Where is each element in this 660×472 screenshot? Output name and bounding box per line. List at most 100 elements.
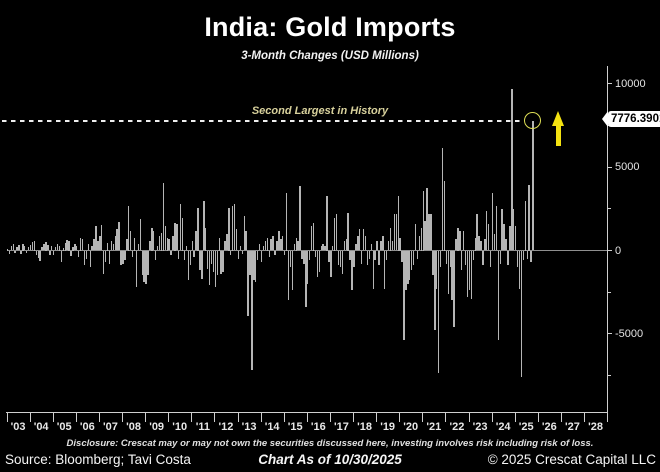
bar bbox=[162, 183, 165, 251]
bar bbox=[422, 191, 424, 251]
bar bbox=[24, 245, 26, 251]
bar bbox=[95, 226, 97, 251]
bar bbox=[81, 238, 84, 251]
bar bbox=[14, 250, 16, 253]
bar bbox=[160, 232, 163, 251]
bar bbox=[297, 240, 299, 251]
bar bbox=[518, 250, 521, 289]
bar bbox=[120, 250, 122, 266]
bar bbox=[272, 235, 274, 251]
bar bbox=[457, 227, 459, 251]
bar bbox=[235, 229, 238, 251]
bar bbox=[74, 244, 76, 251]
y-tick-label: 10000 bbox=[615, 77, 646, 90]
bar bbox=[243, 215, 245, 251]
bar bbox=[228, 207, 230, 251]
bar bbox=[299, 186, 301, 251]
bar bbox=[33, 240, 36, 251]
bar bbox=[154, 250, 157, 261]
bar bbox=[274, 250, 276, 256]
y-axis-line bbox=[607, 66, 609, 412]
x-tick-label: '20 bbox=[403, 421, 419, 433]
bar bbox=[116, 229, 118, 251]
bar bbox=[497, 250, 500, 340]
x-tick-label: '11 bbox=[195, 421, 210, 433]
bar bbox=[280, 239, 282, 251]
bar bbox=[511, 88, 513, 251]
bar bbox=[285, 192, 288, 251]
bar bbox=[314, 250, 317, 257]
bar bbox=[509, 225, 511, 251]
bar bbox=[237, 250, 240, 259]
bar bbox=[143, 250, 145, 282]
bar bbox=[270, 239, 272, 251]
bar bbox=[145, 250, 147, 284]
bar bbox=[528, 184, 530, 251]
bar bbox=[472, 250, 474, 261]
bar bbox=[411, 250, 413, 271]
bar bbox=[289, 250, 292, 267]
bar bbox=[6, 248, 9, 251]
bar bbox=[76, 245, 78, 251]
bar bbox=[239, 245, 242, 251]
bar bbox=[39, 250, 41, 261]
bar bbox=[530, 250, 532, 262]
bar bbox=[418, 235, 421, 251]
bar bbox=[453, 250, 455, 327]
bar bbox=[318, 250, 320, 272]
y-tick-label: 5000 bbox=[615, 161, 640, 174]
bar bbox=[205, 227, 207, 251]
bar bbox=[532, 120, 534, 251]
x-tick bbox=[168, 412, 170, 422]
bar bbox=[480, 240, 482, 251]
bar bbox=[482, 250, 484, 266]
bar bbox=[41, 246, 43, 251]
bar bbox=[359, 229, 361, 251]
bar bbox=[343, 240, 346, 251]
footer-row: Source: Bloomberg; Tavi Costa Chart As o… bbox=[0, 452, 660, 470]
bar bbox=[484, 239, 486, 251]
bar bbox=[276, 240, 278, 251]
x-tick bbox=[145, 412, 147, 422]
bar bbox=[185, 245, 188, 251]
bar bbox=[339, 250, 342, 267]
bar bbox=[337, 250, 340, 266]
bar bbox=[376, 240, 378, 251]
bar bbox=[258, 244, 261, 251]
y-tick-minor bbox=[607, 291, 611, 293]
bar bbox=[49, 250, 51, 255]
bar bbox=[447, 250, 449, 294]
bar bbox=[158, 235, 161, 251]
bar bbox=[332, 245, 334, 251]
x-tick bbox=[445, 412, 447, 422]
x-tick-label: '09 bbox=[149, 421, 165, 433]
bar bbox=[51, 245, 53, 251]
bar bbox=[420, 227, 423, 251]
bar bbox=[149, 240, 151, 251]
bar bbox=[195, 230, 197, 251]
y-tick-label: -5000 bbox=[615, 327, 644, 340]
bar bbox=[355, 244, 357, 251]
bar bbox=[62, 247, 64, 251]
x-tick bbox=[491, 412, 493, 422]
bar bbox=[170, 250, 172, 256]
x-tick-label: '21 bbox=[426, 421, 442, 433]
bar bbox=[16, 246, 18, 251]
bar bbox=[524, 201, 526, 251]
bar bbox=[412, 250, 415, 266]
bar bbox=[264, 240, 267, 251]
x-tick bbox=[607, 412, 609, 422]
bar bbox=[362, 229, 365, 251]
chart-subtitle: 3-Month Changes (USD Millions) bbox=[241, 50, 419, 62]
bar bbox=[230, 250, 232, 256]
x-tick bbox=[191, 412, 193, 422]
x-tick-label: '05 bbox=[56, 421, 72, 433]
bar bbox=[312, 222, 315, 251]
bar bbox=[103, 250, 105, 274]
bar bbox=[305, 250, 307, 307]
callout-value: 7776.3901 bbox=[608, 111, 660, 127]
bar bbox=[308, 250, 311, 261]
bar bbox=[216, 250, 218, 276]
bar bbox=[153, 230, 155, 251]
